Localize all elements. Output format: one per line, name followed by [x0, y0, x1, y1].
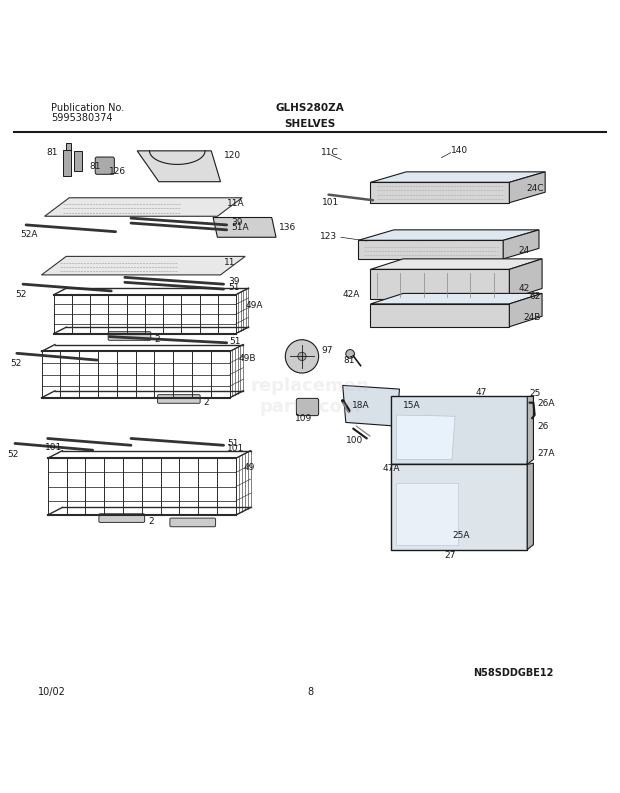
Text: 136: 136	[279, 224, 296, 232]
Text: replacemen
parts.com: replacemen parts.com	[250, 377, 370, 416]
Polygon shape	[510, 259, 542, 299]
Text: 100: 100	[346, 436, 363, 446]
Text: 42A: 42A	[343, 290, 360, 299]
Text: 39: 39	[229, 278, 240, 286]
Circle shape	[298, 352, 306, 361]
Text: 52A: 52A	[20, 230, 37, 239]
Text: 52: 52	[7, 450, 19, 459]
FancyBboxPatch shape	[108, 331, 151, 340]
Polygon shape	[137, 151, 221, 182]
Text: 39: 39	[231, 218, 242, 227]
Text: 15A: 15A	[402, 401, 420, 410]
Text: 97: 97	[321, 346, 332, 354]
Text: 62: 62	[529, 292, 541, 301]
Text: 51A: 51A	[231, 224, 249, 232]
Text: 49B: 49B	[239, 354, 257, 362]
Text: 24B: 24B	[523, 313, 540, 322]
Text: 52: 52	[10, 359, 22, 368]
Polygon shape	[527, 463, 533, 550]
Text: 24C: 24C	[526, 184, 544, 193]
Polygon shape	[358, 240, 503, 259]
FancyBboxPatch shape	[157, 395, 200, 404]
FancyBboxPatch shape	[99, 514, 144, 523]
Text: 27: 27	[445, 550, 456, 560]
Polygon shape	[371, 304, 510, 327]
FancyBboxPatch shape	[63, 150, 71, 175]
Polygon shape	[45, 197, 242, 216]
Text: 109: 109	[295, 414, 312, 423]
Text: 81: 81	[90, 163, 101, 171]
Polygon shape	[371, 293, 542, 304]
Polygon shape	[396, 483, 458, 545]
Polygon shape	[343, 385, 399, 426]
Polygon shape	[391, 396, 533, 465]
Text: 81: 81	[46, 147, 58, 156]
Polygon shape	[396, 415, 455, 459]
Text: 26A: 26A	[537, 400, 555, 408]
Polygon shape	[503, 230, 539, 259]
Text: GLHS280ZA: GLHS280ZA	[276, 103, 344, 113]
Circle shape	[346, 350, 355, 358]
Text: 2: 2	[204, 398, 210, 407]
Text: 18A: 18A	[352, 401, 370, 410]
Polygon shape	[510, 293, 542, 327]
FancyBboxPatch shape	[296, 398, 319, 416]
Text: 49A: 49A	[245, 301, 263, 310]
Text: 2: 2	[154, 335, 160, 344]
Text: 8: 8	[307, 687, 313, 696]
Polygon shape	[510, 172, 545, 203]
Text: 51: 51	[228, 439, 239, 448]
Text: 47A: 47A	[383, 464, 401, 473]
Polygon shape	[391, 465, 527, 550]
FancyBboxPatch shape	[74, 151, 82, 170]
Text: 126: 126	[109, 167, 126, 176]
Polygon shape	[527, 396, 533, 465]
Text: 25A: 25A	[452, 531, 469, 541]
Text: 11: 11	[224, 258, 235, 267]
Polygon shape	[371, 270, 510, 299]
Text: SHELVES: SHELVES	[285, 119, 335, 128]
Text: 140: 140	[451, 147, 468, 155]
Polygon shape	[371, 259, 542, 270]
Text: Publication No.: Publication No.	[51, 103, 124, 113]
Text: 5995380374: 5995380374	[51, 113, 112, 122]
Text: 47: 47	[476, 388, 487, 396]
Text: 101: 101	[322, 197, 340, 206]
Text: 11A: 11A	[227, 199, 244, 209]
Text: 11C: 11C	[321, 148, 339, 157]
Text: 24: 24	[518, 246, 530, 255]
Text: 2: 2	[148, 517, 154, 527]
Text: N58SDDGBE12: N58SDDGBE12	[474, 668, 554, 678]
Text: 120: 120	[224, 151, 241, 160]
Text: 10/02: 10/02	[38, 687, 66, 696]
FancyBboxPatch shape	[170, 518, 216, 527]
FancyBboxPatch shape	[66, 144, 71, 150]
Text: 101: 101	[228, 444, 244, 453]
Text: 101: 101	[45, 442, 62, 451]
Polygon shape	[371, 172, 545, 182]
Circle shape	[285, 339, 319, 373]
Text: 51: 51	[230, 337, 241, 346]
Text: 25: 25	[529, 389, 541, 398]
Text: 49: 49	[243, 463, 255, 472]
Polygon shape	[213, 217, 276, 237]
Text: 52: 52	[16, 290, 27, 299]
Text: 51: 51	[229, 283, 240, 292]
Polygon shape	[42, 256, 245, 275]
Text: 26: 26	[537, 422, 549, 431]
Polygon shape	[371, 182, 510, 203]
Text: 123: 123	[320, 232, 337, 240]
Text: 27A: 27A	[537, 449, 555, 458]
Text: 81: 81	[343, 356, 355, 366]
Polygon shape	[358, 230, 539, 240]
Text: 42: 42	[518, 284, 530, 293]
FancyBboxPatch shape	[95, 157, 114, 174]
